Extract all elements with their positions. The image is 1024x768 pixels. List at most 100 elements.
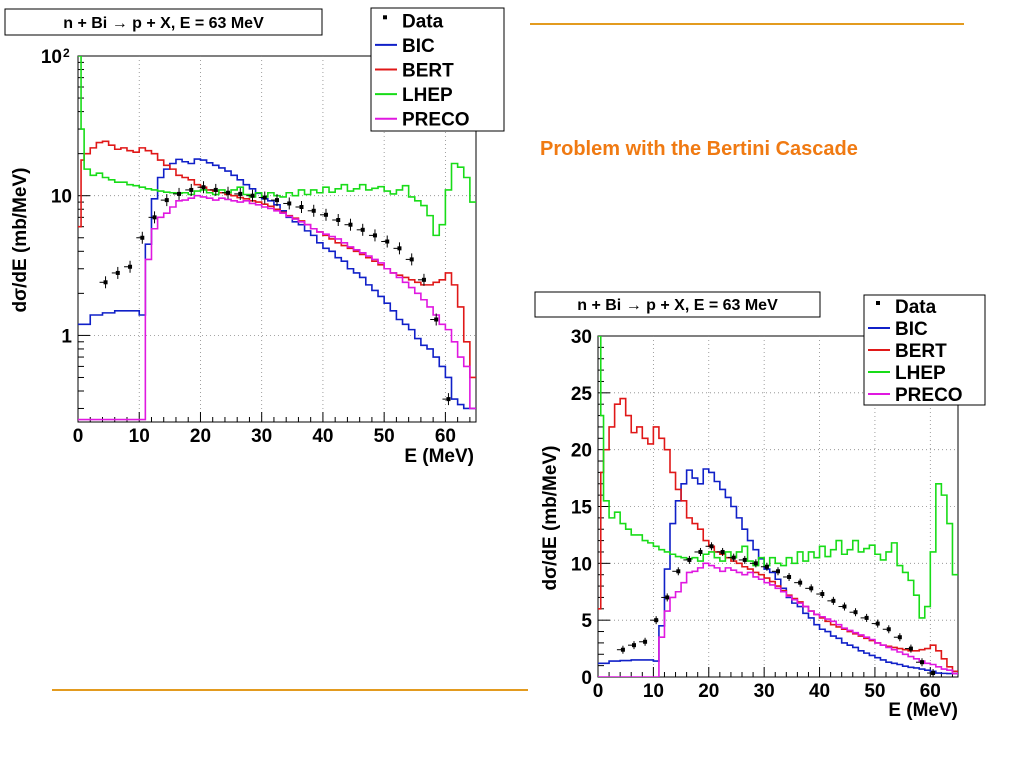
data-point xyxy=(816,590,825,599)
data-point xyxy=(650,616,659,625)
data-point xyxy=(160,194,169,207)
data-marker xyxy=(820,592,825,597)
legend-label-bic: BIC xyxy=(895,319,928,340)
data-marker xyxy=(787,574,792,579)
data-point xyxy=(258,191,267,204)
data-marker xyxy=(213,187,218,192)
data-point xyxy=(927,669,936,678)
data-point xyxy=(893,633,902,642)
data-point xyxy=(209,183,218,196)
data-point xyxy=(661,593,670,602)
y-axis-label: dσ/dE (mb/MeV) xyxy=(540,446,561,591)
legend-swatch-data xyxy=(383,15,387,20)
top-rule xyxy=(530,23,964,25)
data-marker xyxy=(446,397,451,402)
data-marker xyxy=(103,280,108,285)
x-tick-label: 10 xyxy=(129,426,150,447)
data-point xyxy=(417,273,426,286)
data-point xyxy=(727,553,736,562)
data-marker xyxy=(348,222,353,227)
data-marker xyxy=(643,639,648,644)
x-tick-label: 0 xyxy=(593,681,604,702)
data-point xyxy=(148,211,157,224)
y-tick-label: 10 xyxy=(51,187,72,208)
data-point xyxy=(616,645,625,654)
data-point xyxy=(124,260,133,273)
data-marker xyxy=(920,660,924,665)
legend-label-bic: BIC xyxy=(402,36,435,57)
data-point xyxy=(672,567,681,576)
data-point xyxy=(760,562,769,571)
data-point xyxy=(222,186,231,199)
data-marker xyxy=(189,187,194,192)
data-marker xyxy=(853,610,858,615)
data-marker xyxy=(742,557,747,562)
data-point xyxy=(405,253,414,266)
data-marker xyxy=(931,671,936,676)
legend-label-lhep: LHEP xyxy=(402,85,453,106)
x-tick-label: 30 xyxy=(754,681,775,702)
y-tick-label: 15 xyxy=(571,498,593,519)
data-point xyxy=(234,187,243,200)
x-tick-label: 20 xyxy=(698,681,719,702)
data-point xyxy=(332,214,341,227)
y-tick-label: 20 xyxy=(571,441,592,462)
data-marker xyxy=(311,208,316,213)
legend-label-bert: BERT xyxy=(895,341,947,362)
x-tick-label: 50 xyxy=(374,426,395,447)
data-marker xyxy=(177,191,182,196)
data-point xyxy=(805,584,814,593)
data-point xyxy=(705,542,714,551)
x-tick-label: 20 xyxy=(190,426,211,447)
data-point xyxy=(882,625,891,634)
slide-headline: Problem with the Bertini Cascade xyxy=(540,138,858,160)
y-tick-exponent: 2 xyxy=(63,46,70,60)
y-tick-label: 10 xyxy=(571,554,592,575)
data-point xyxy=(871,619,880,628)
y-tick-label: 25 xyxy=(571,384,593,405)
y-tick-label: 1 xyxy=(61,326,72,347)
data-marker xyxy=(336,218,341,223)
data-point xyxy=(794,578,803,587)
data-point xyxy=(99,276,108,289)
chart-title: n + Bi → p + X, E = 63 MeV xyxy=(577,297,778,314)
linear-scale-chart: 0 10 20 30 40 50 60 0 5 10 15 20 25 30 dσ/dE (mb/MeV) E… xyxy=(534,291,986,721)
data-marker xyxy=(753,561,758,566)
series-lhep xyxy=(78,56,476,237)
data-point xyxy=(783,572,792,581)
data-point xyxy=(904,644,913,653)
data-marker xyxy=(886,627,891,632)
data-point xyxy=(111,266,120,279)
legend-label-lhep: LHEP xyxy=(895,363,946,384)
x-tick-label: 0 xyxy=(73,426,84,447)
data-marker xyxy=(908,646,913,651)
data-point xyxy=(344,218,353,231)
data-marker xyxy=(385,239,390,244)
data-marker xyxy=(632,643,636,648)
data-point xyxy=(295,201,304,214)
data-marker xyxy=(115,270,120,275)
data-marker xyxy=(397,246,402,251)
data-point xyxy=(683,555,692,564)
x-axis-label: E (MeV) xyxy=(404,446,474,467)
data-point xyxy=(283,197,292,210)
chart-content: 0 10 20 30 40 50 60 0 5 10 15 20 25 30 dσ/dE (mb/MeV) E… xyxy=(534,291,986,721)
data-marker xyxy=(798,580,803,585)
x-tick-label: 60 xyxy=(920,681,941,702)
data-point xyxy=(368,229,377,242)
data-marker xyxy=(372,233,377,238)
data-marker xyxy=(842,604,847,609)
data-marker xyxy=(864,615,869,620)
data-marker xyxy=(676,569,681,574)
data-point xyxy=(849,608,858,617)
data-point xyxy=(838,602,847,611)
data-point xyxy=(827,596,836,605)
data-marker xyxy=(152,215,157,220)
data-marker xyxy=(275,198,279,203)
data-marker xyxy=(720,549,725,554)
x-tick-label: 10 xyxy=(643,681,664,702)
data-marker xyxy=(698,549,703,554)
y-axis-label: dσ/dE (mb/MeV) xyxy=(10,168,31,313)
chart-title-box xyxy=(4,8,323,36)
